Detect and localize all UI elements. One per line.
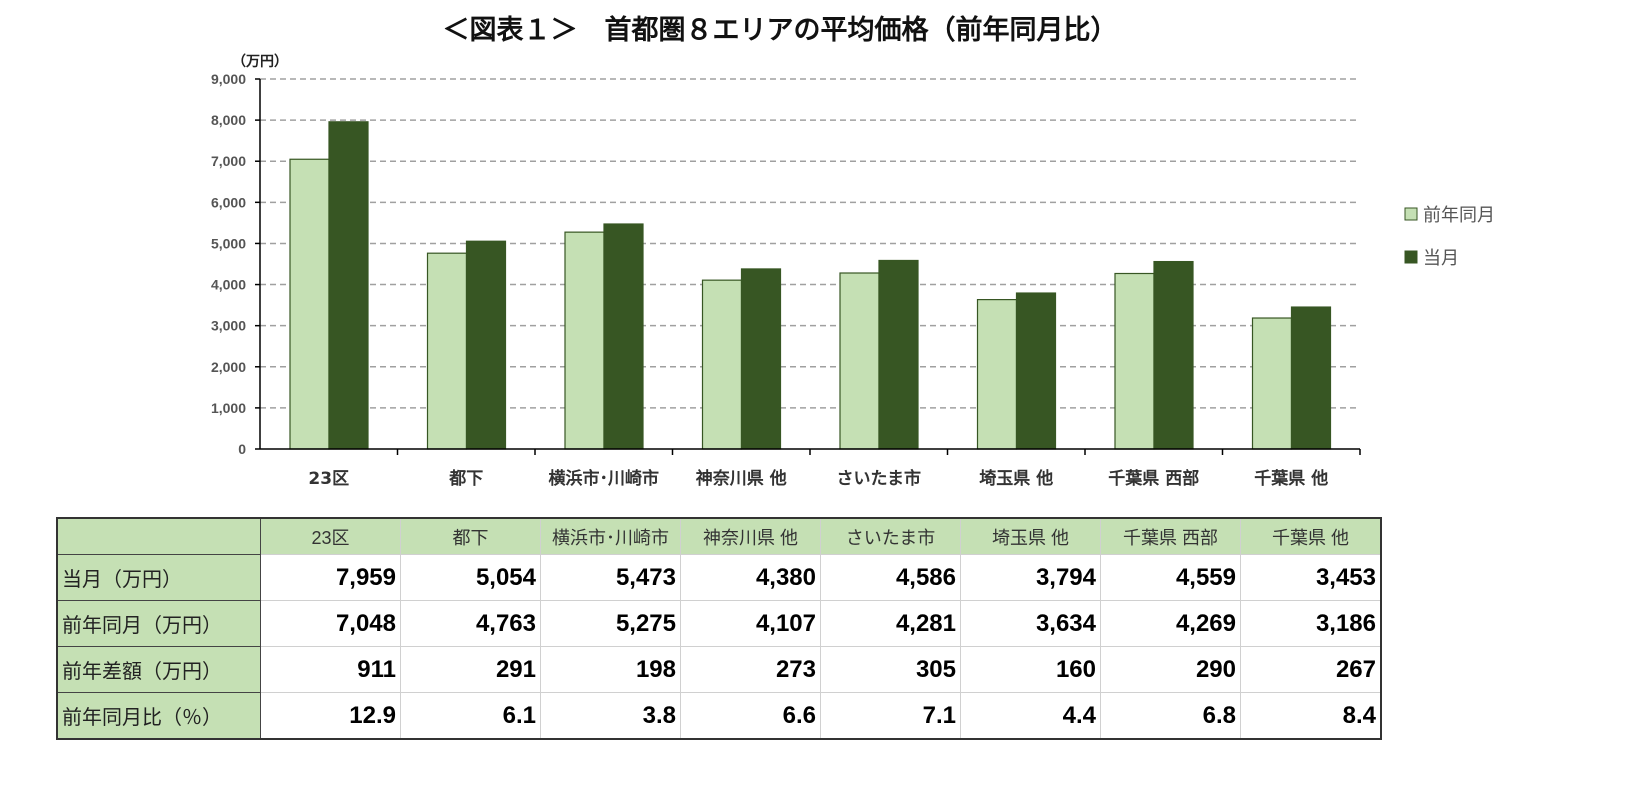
bar-chart: （万円） 0 1,000 2,000 3,000 4,000 5,000 6,000 7,00… [211, 54, 1495, 489]
table-cell: 5,473 [540, 554, 681, 601]
table-cell: 4,559 [1100, 554, 1241, 601]
table-cell: 12.9 [260, 692, 401, 740]
table-row: 前年同月比（％） 12.9 6.1 3.8 6.6 7.1 4.4 6.8 8.4 [56, 692, 1382, 740]
x-tick-label: さいたま市 [837, 468, 922, 489]
table-cell: 4.4 [960, 692, 1101, 740]
table-cell: 290 [1100, 646, 1241, 693]
table-row: 前年差額（万円） 911 291 198 273 305 160 290 267 [56, 646, 1382, 693]
legend-swatch [1404, 250, 1418, 264]
bar-prev-year [1114, 272, 1155, 450]
bar-current [878, 259, 919, 450]
bar-prev-year [1251, 317, 1293, 450]
x-tick-label: 神奈川県 他 [696, 468, 787, 489]
y-tick-label: 9,000 [211, 71, 246, 87]
y-tick-label: 6,000 [211, 194, 246, 210]
table-corner-cell [56, 517, 261, 555]
table-cell: 273 [680, 646, 821, 693]
y-tick-label: 1,000 [211, 400, 246, 416]
table-cell: 3,453 [1240, 554, 1382, 601]
y-tick-label: 0 [238, 441, 246, 457]
table-cell: 7,048 [260, 600, 401, 647]
bar-current [603, 223, 644, 450]
table-header-row: 23区 都下 横浜市･川崎市 神奈川県 他さいたま市 埼玉県 他千葉県 西部 千葉県 他 [56, 517, 1382, 555]
table-cell: 305 [820, 646, 961, 693]
table-cell: 6.1 [400, 692, 541, 740]
row-header: 前年同月（万円） [56, 600, 261, 647]
table-cell: 4,380 [680, 554, 821, 601]
column-header: 神奈川県 他 [680, 517, 821, 555]
table-cell: 5,275 [540, 600, 681, 647]
column-header: 千葉県 他 [1240, 517, 1382, 555]
table-cell: 4,269 [1100, 600, 1241, 647]
table-cell: 8.4 [1240, 692, 1382, 740]
bar-current [1290, 306, 1332, 450]
legend-label: 前年同月 [1423, 205, 1495, 226]
x-tick-label: 千葉県 他 [1254, 468, 1328, 489]
bar-prev-year [289, 158, 330, 450]
table-cell: 160 [960, 646, 1101, 693]
table-cell: 4,763 [400, 600, 541, 647]
bar-prev-year [701, 279, 743, 450]
table-cell: 3.8 [540, 692, 681, 740]
column-header: 横浜市･川崎市 [540, 517, 681, 555]
bar-prev-year [976, 299, 1018, 450]
column-header: 千葉県 西部 [1100, 517, 1241, 555]
y-tick-label: 4,000 [211, 277, 246, 293]
table-cell: 911 [260, 646, 401, 693]
bar-prev-year [426, 252, 468, 450]
table-cell: 4,586 [820, 554, 961, 601]
bar-prev-year [839, 272, 880, 450]
table-cell: 5,054 [400, 554, 541, 601]
table-cell: 3,794 [960, 554, 1101, 601]
table-cell: 4,107 [680, 600, 821, 647]
y-tick-label: 2,000 [211, 359, 246, 375]
legend-swatch [1404, 207, 1418, 221]
bar-current [740, 268, 782, 450]
legend-label: 当月 [1423, 248, 1459, 269]
y-tick-label: 3,000 [211, 318, 246, 334]
x-tick-label: 23区 [308, 469, 349, 489]
x-tick-label: 千葉県 西部 [1108, 468, 1199, 489]
bar-prev-year [564, 231, 605, 450]
y-tick-label: 8,000 [211, 112, 246, 128]
table-cell: 198 [540, 646, 681, 693]
row-header: 前年同月比（％） [56, 692, 261, 740]
y-tick-label: 5,000 [211, 235, 246, 251]
bar-current [1153, 260, 1194, 450]
y-tick-label: 7,000 [211, 153, 246, 169]
row-header: 当月（万円） [56, 554, 261, 601]
x-tick-label: 埼玉県 他 [979, 468, 1053, 489]
row-header: 前年差額（万円） [56, 646, 261, 693]
table-cell: 3,186 [1240, 600, 1382, 647]
y-axis-unit: （万円） [232, 54, 288, 70]
x-tick-label: 都下 [448, 468, 483, 489]
x-tick-label: 横浜市･川崎市 [549, 468, 660, 489]
chart-title: ＜図表１＞ 首都圏８エリアの平均価格（前年同月比） [442, 15, 1118, 46]
column-header: 都下 [400, 517, 541, 555]
table-cell: 291 [400, 646, 541, 693]
bar-current [1015, 292, 1057, 450]
data-table: 23区 都下 横浜市･川崎市 神奈川県 他さいたま市 埼玉県 他千葉県 西部 千葉県 他当… [56, 517, 1382, 740]
table-cell: 3,634 [960, 600, 1101, 647]
table-row: 前年同月（万円） 7,048 4,763 5,275 4,107 4,281 3,634 4,… [56, 600, 1382, 647]
table-cell: 4,281 [820, 600, 961, 647]
bar-current [465, 240, 507, 450]
bar-current [328, 121, 369, 450]
table-cell: 7.1 [820, 692, 961, 740]
column-header: 埼玉県 他 [960, 517, 1101, 555]
column-header: さいたま市 [820, 517, 961, 555]
column-header: 23区 [260, 517, 401, 555]
table-cell: 6.6 [680, 692, 821, 740]
table-cell: 7,959 [260, 554, 401, 601]
table-cell: 6.8 [1100, 692, 1241, 740]
table-cell: 267 [1240, 646, 1382, 693]
table-row: 当月（万円） 7,959 5,054 5,473 4,380 4,586 3,794 4,55… [56, 554, 1382, 601]
